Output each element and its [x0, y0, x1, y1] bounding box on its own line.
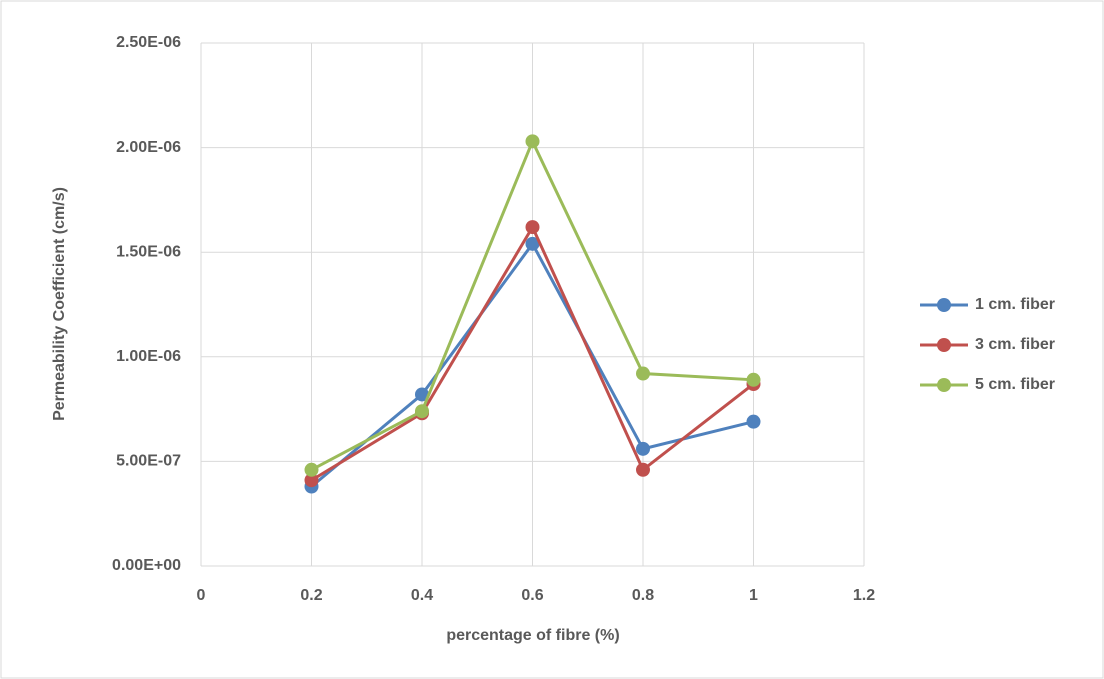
data-point — [415, 387, 429, 402]
legend-label: 3 cm. fiber — [975, 336, 1055, 353]
data-point — [415, 404, 429, 419]
legend-label: 1 cm. fiber — [975, 296, 1055, 313]
x-tick-label: 0.6 — [521, 587, 543, 604]
data-point — [304, 462, 319, 477]
x-tick-label: 0.4 — [411, 587, 433, 604]
legend-label: 5 cm. fiber — [975, 376, 1055, 393]
x-tick-label: 0.8 — [632, 587, 654, 604]
y-axis-title: Permeability Coefficient (cm/s) — [51, 187, 68, 421]
y-tick-label: 0.00E+00 — [112, 557, 181, 574]
y-tick-label: 2.00E-06 — [116, 139, 181, 156]
legend-marker — [937, 338, 951, 352]
data-point — [746, 372, 761, 387]
data-point — [304, 473, 319, 488]
data-point — [636, 441, 650, 456]
data-point — [525, 236, 540, 251]
x-tick-label: 0 — [197, 587, 206, 604]
x-axis-title: percentage of fibre (%) — [446, 627, 619, 644]
data-point — [525, 134, 540, 149]
data-point — [746, 414, 761, 429]
y-tick-label: 1.50E-06 — [116, 243, 181, 260]
y-tick-label: 5.00E-07 — [116, 453, 181, 470]
x-tick-label: 1.2 — [853, 587, 875, 604]
data-point — [525, 220, 540, 235]
legend-marker — [937, 378, 951, 392]
x-tick-label: 1 — [749, 587, 758, 604]
data-point — [636, 366, 650, 381]
y-tick-label: 2.50E-06 — [116, 34, 181, 51]
y-tick-label: 1.00E-06 — [116, 348, 181, 365]
x-tick-label: 0.2 — [300, 587, 322, 604]
data-point — [636, 462, 650, 477]
legend-marker — [937, 298, 951, 312]
